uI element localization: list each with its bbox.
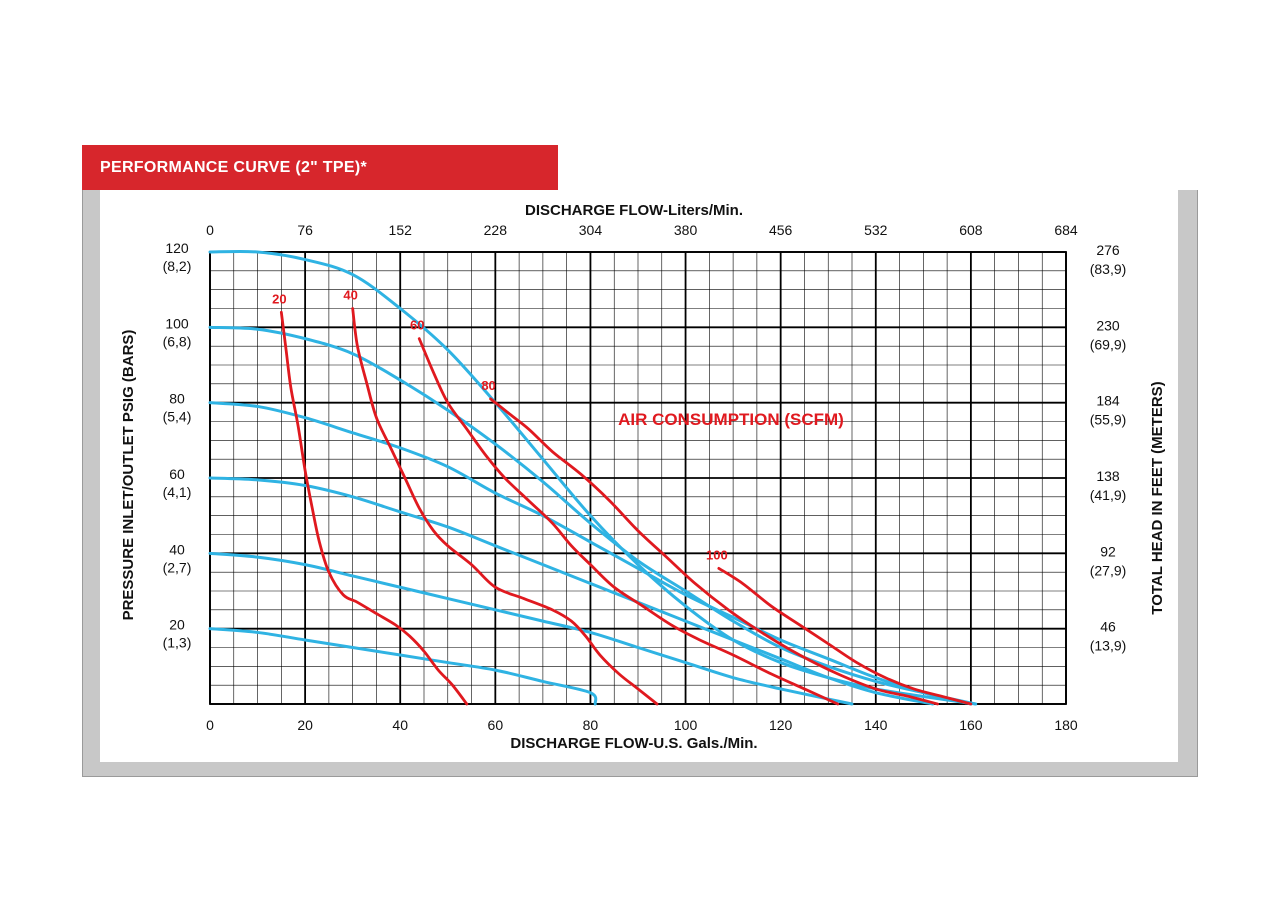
y-tick-label: 40 (169, 541, 185, 557)
x-tick-label: 20 (297, 717, 313, 733)
y2-tick-meter-label: (13,9) (1090, 638, 1127, 654)
pressure-curve-2 (208, 401, 973, 706)
x2-tick-label: 0 (206, 222, 214, 238)
chart-title: PERFORMANCE CURVE (2" TPE)* (82, 145, 558, 190)
x-axis-title: DISCHARGE FLOW-U.S. Gals./Min. (510, 735, 757, 752)
x2-tick-label: 76 (297, 222, 313, 238)
x-tick-label: 140 (864, 717, 888, 733)
x-tick-label: 180 (1054, 717, 1078, 733)
y2-tick-label: 138 (1096, 468, 1120, 484)
air-curve-label-100: 100 (706, 547, 728, 562)
x2-tick-label: 608 (959, 222, 983, 238)
x-tick-label: 40 (392, 717, 408, 733)
air-curve-20 (279, 310, 469, 706)
chart-panel (100, 190, 1178, 762)
y2-tick-meter-label: (55,9) (1090, 412, 1127, 428)
x-tick-label: 60 (488, 717, 504, 733)
y2-tick-label: 230 (1096, 317, 1120, 333)
pressure-curve-1 (208, 325, 978, 706)
y-tick-label: 100 (165, 315, 189, 331)
pressure-curve-4 (208, 551, 854, 706)
air-curve-label-20: 20 (272, 291, 286, 306)
x-tick-label: 160 (959, 717, 983, 733)
air-curve-label-40: 40 (343, 288, 357, 303)
x2-tick-label: 304 (579, 222, 603, 238)
y-tick-label: 80 (169, 391, 185, 407)
x2-tick-label: 228 (484, 222, 508, 238)
y-tick-bar-label: (8,2) (163, 258, 192, 274)
pressure-curves (208, 249, 978, 706)
y-tick-bar-label: (4,1) (163, 484, 192, 500)
axis-labels: 0 20 40 60 80 100 120 140 160 180 0 76 152 228 304 380 4… (163, 222, 1127, 733)
chart-grid (209, 251, 1067, 705)
y-tick-label: 20 (169, 617, 185, 633)
y2-tick-label: 184 (1096, 393, 1120, 409)
x-tick-label: 0 (206, 717, 214, 733)
y2-tick-meter-label: (27,9) (1090, 562, 1127, 578)
y2-tick-meter-label: (41,9) (1090, 487, 1127, 503)
x2-tick-label: 532 (864, 222, 888, 238)
y2-tick-label: 46 (1100, 619, 1116, 635)
y-axis-title: PRESSURE INLET/OUTLET PSIG (BARS) (120, 330, 137, 621)
air-curve-80 (489, 397, 939, 706)
x2-tick-label: 152 (389, 222, 413, 238)
y2-tick-label: 92 (1100, 543, 1116, 559)
x2-tick-label: 456 (769, 222, 793, 238)
x2-tick-label: 684 (1054, 222, 1078, 238)
air-consumption-annotation: AIR CONSUMPTION (SCFM) (618, 410, 844, 429)
x-tick-label: 120 (769, 717, 793, 733)
x-tick-label: 100 (674, 717, 698, 733)
x2-axis-title: DISCHARGE FLOW-Liters/Min. (525, 202, 743, 219)
x2-tick-label: 380 (674, 222, 698, 238)
y2-tick-meter-label: (69,9) (1090, 336, 1127, 352)
y-tick-bar-label: (6,8) (163, 333, 192, 349)
y-tick-label: 60 (169, 466, 185, 482)
x-tick-label: 80 (583, 717, 599, 733)
air-curve-60 (417, 337, 840, 706)
pressure-curve-5 (208, 627, 598, 706)
y-tick-bar-label: (2,7) (163, 559, 192, 575)
air-consumption-curves: 20 40 60 80 100 (272, 288, 973, 706)
air-curve-40 (351, 307, 659, 706)
air-curve-label-80: 80 (481, 378, 495, 393)
y-tick-bar-label: (1,3) (163, 635, 192, 651)
y2-tick-label: 276 (1096, 242, 1120, 258)
air-curve-label-60: 60 (410, 318, 424, 333)
pressure-curve-3 (208, 476, 935, 706)
y-tick-bar-label: (5,4) (163, 409, 192, 425)
air-curve-100 (717, 567, 973, 706)
y2-tick-meter-label: (83,9) (1090, 261, 1127, 277)
y-tick-label: 120 (165, 240, 189, 256)
y2-axis-title: TOTAL HEAD IN FEET (METERS) (1149, 381, 1166, 614)
